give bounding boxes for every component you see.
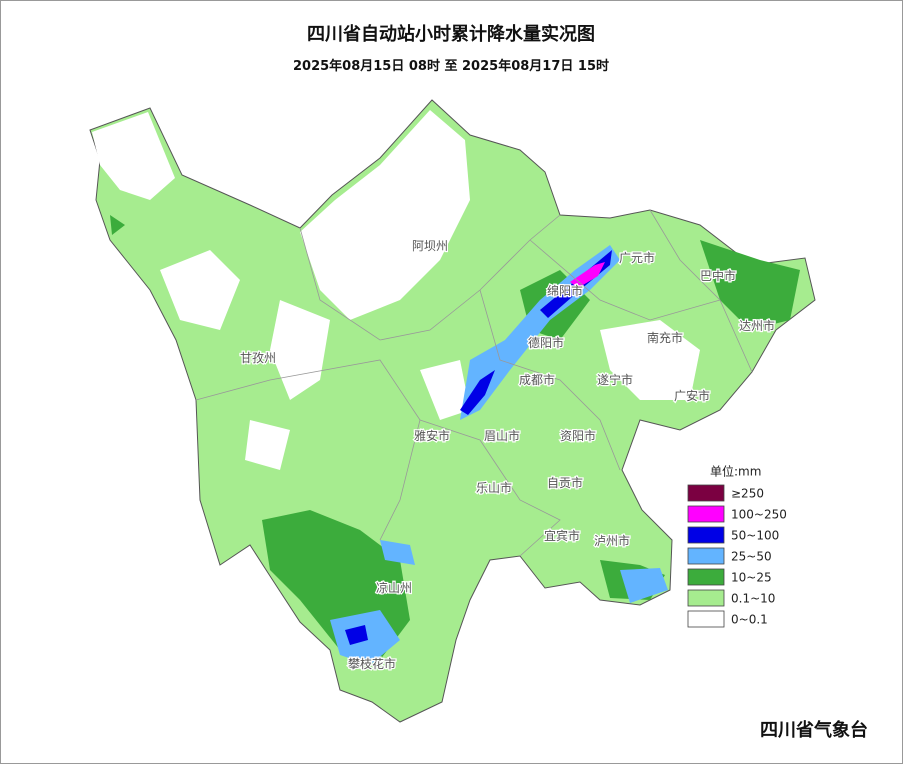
city-label: 遂宁市 (597, 372, 633, 387)
city-label: 泸州市 (594, 533, 630, 548)
legend-label: 100~250 (731, 508, 787, 522)
city-label: 眉山市 (484, 428, 520, 443)
title: 四川省自动站小时累计降水量实况图 (307, 23, 595, 45)
city-label: 宜宾市 (544, 528, 580, 543)
city-label: 乐山市 (476, 480, 512, 495)
legend-swatch (687, 505, 725, 523)
legend-swatch (687, 610, 725, 628)
city-label: 成都市 (519, 372, 555, 387)
city-label: 德阳市 (528, 335, 564, 350)
boundaries (195, 209, 753, 557)
city-label: 南充市 (647, 330, 683, 345)
legend-swatch (687, 589, 725, 607)
legend-swatch (687, 547, 725, 565)
city-label: 自贡市 (547, 475, 583, 490)
legend-swatch (687, 568, 725, 586)
agency: 四川省气象台 (760, 719, 868, 741)
legend-swatch (687, 526, 725, 544)
legend-label: 10~25 (731, 571, 772, 585)
legend-swatch (687, 484, 725, 502)
legend-label: 25~50 (731, 550, 772, 564)
legend-unit: 单位:mm (710, 464, 761, 479)
city-label: 阿坝州 (412, 239, 448, 253)
city-label: 甘孜州 (240, 351, 276, 365)
city-label: 巴中市 (700, 268, 736, 283)
legend-label: 0.1~10 (731, 592, 775, 606)
city-label: 资阳市 (560, 428, 596, 443)
subtitle: 2025年08月15日 08时 至 2025年08月17日 15时 (293, 58, 609, 74)
city-label: 凉山州 (376, 580, 412, 595)
city-label: 雅安市 (414, 428, 450, 443)
legend-label: 50~100 (731, 529, 779, 543)
legend-label: 0~0.1 (731, 613, 768, 627)
legend-label: ≥250 (731, 487, 764, 501)
province-map (89, 99, 816, 723)
city-label: 广元市 (619, 250, 655, 265)
dry-areas (92, 110, 700, 470)
city-label: 广安市 (674, 388, 710, 403)
city-label: 达州市 (739, 318, 775, 333)
legend: 单位:mm ≥250 100~250 50~100 25~50 10~25 0.1~10 0… (687, 464, 787, 628)
city-label: 攀枝花市 (348, 656, 396, 671)
city-label: 绵阳市 (547, 283, 583, 298)
